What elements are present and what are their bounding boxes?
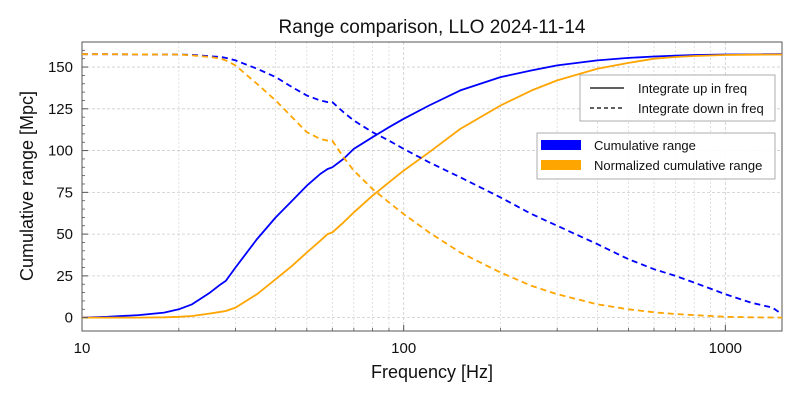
legend-label: Integrate down in freq bbox=[638, 101, 764, 116]
tick-layer: 10 100 1000 0 25 50 75 100 125 150 bbox=[48, 49, 742, 357]
y-tick-label: 150 bbox=[48, 59, 73, 76]
y-tick-label: 100 bbox=[48, 143, 73, 160]
cumulative-range-up-line bbox=[81, 53, 782, 319]
plot-area bbox=[81, 41, 783, 332]
x-tick-label: 10 bbox=[74, 340, 91, 357]
y-tick-label: 0 bbox=[65, 310, 73, 327]
normalized-cumulative-range-down-line bbox=[82, 53, 783, 319]
y-tick-label: 25 bbox=[56, 268, 73, 285]
normalized-cumulative-range-up-line bbox=[82, 53, 782, 319]
legend-label: Integrate up in freq bbox=[638, 81, 747, 96]
legend-swatch bbox=[541, 140, 581, 150]
linestyle-legend: Integrate up in freq Integrate down in fr… bbox=[579, 74, 776, 122]
y-tick-label: 75 bbox=[56, 184, 73, 201]
x-axis-label: Frequency [Hz] bbox=[371, 362, 493, 382]
legend-box bbox=[579, 74, 776, 122]
legend-swatch bbox=[541, 160, 581, 170]
y-tick-label: 125 bbox=[48, 101, 73, 118]
chart-title: Range comparison, LLO 2024-11-14 bbox=[278, 17, 585, 38]
y-axis-label: Cumulative range [Mpc] bbox=[17, 91, 37, 281]
legend-label: Cumulative range bbox=[594, 138, 696, 153]
y-tick-label: 50 bbox=[56, 226, 73, 243]
series-layer bbox=[81, 53, 783, 319]
x-tick-label: 100 bbox=[391, 340, 416, 357]
series-legend: Cumulative range Normalized cumulative ra… bbox=[536, 132, 776, 180]
legend-label: Normalized cumulative range bbox=[594, 158, 762, 173]
x-tick-label: 1000 bbox=[709, 340, 742, 357]
